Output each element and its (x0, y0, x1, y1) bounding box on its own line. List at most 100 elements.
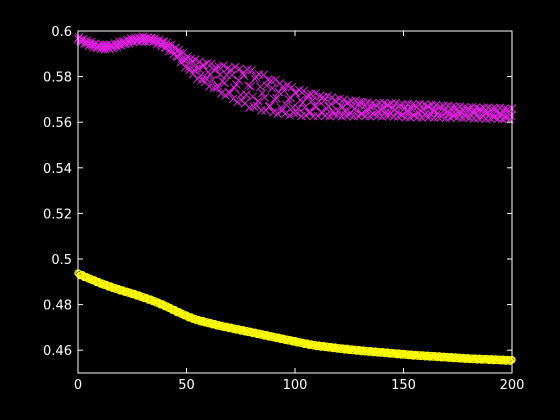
data-point (216, 88, 226, 98)
x-axis: 0 50 100 150 200 (74, 31, 525, 393)
y-tick-label: 0.56 (43, 116, 72, 131)
y-tick-label: 0.5 (51, 253, 72, 268)
y-tick-label: 0.52 (43, 207, 72, 222)
data-point (265, 101, 275, 111)
y-tick-label: 0.46 (43, 344, 72, 359)
data-point (87, 275, 95, 283)
data-point (235, 64, 245, 74)
data-point (210, 65, 220, 75)
data-point (246, 82, 255, 91)
data-point (356, 109, 366, 119)
y-tick-label: 0.6 (51, 25, 72, 40)
data-point (503, 355, 512, 364)
data-point (174, 45, 184, 55)
data-point (258, 88, 267, 98)
data-point (459, 353, 467, 362)
data-point (75, 270, 83, 278)
data-point (458, 106, 468, 115)
data-point (283, 80, 292, 90)
data-point (248, 92, 258, 102)
data-point (113, 285, 121, 294)
data-point (260, 93, 269, 102)
data-point (341, 111, 351, 120)
data-point (338, 102, 348, 112)
data-point (309, 111, 318, 121)
data-point (402, 107, 412, 116)
data-point (152, 39, 162, 49)
data-point (191, 64, 201, 73)
data-point (300, 103, 310, 112)
data-point (127, 289, 135, 297)
data-point (232, 80, 241, 89)
series-o-markers (74, 269, 516, 365)
data-point (367, 99, 377, 108)
data-point (181, 62, 190, 72)
data-point (407, 100, 417, 110)
data-point (488, 104, 497, 114)
x-tick-label: 0 (74, 378, 82, 393)
data-point (219, 61, 228, 71)
data-point (432, 109, 442, 118)
data-point (290, 88, 300, 98)
data-point (271, 75, 280, 85)
data-point (379, 348, 387, 356)
data-point (433, 112, 443, 122)
data-point (225, 88, 235, 98)
data-point (354, 100, 364, 110)
data-point (241, 90, 251, 100)
data-point (499, 355, 508, 363)
data-point (211, 63, 221, 72)
x-tick-label: 150 (391, 378, 416, 393)
data-point (190, 55, 200, 64)
data-point (272, 94, 281, 103)
data-point (447, 352, 455, 361)
data-point (230, 62, 240, 72)
data-point (393, 112, 403, 121)
data-point (367, 346, 375, 355)
data-point (500, 104, 509, 114)
y-axis: 0.46 0.48 0.5 0.52 0.54 0.56 0.58 0.6 (43, 25, 512, 359)
data-point (184, 63, 194, 72)
data-point (287, 83, 297, 92)
data-point (427, 100, 437, 110)
data-point (113, 40, 123, 49)
data-point (361, 111, 370, 121)
data-point (502, 113, 511, 123)
data-point (274, 87, 284, 97)
data-point (462, 112, 471, 122)
data-point (376, 104, 386, 114)
data-point (198, 60, 208, 70)
data-point (270, 94, 279, 104)
data-point (220, 78, 229, 88)
data-point (276, 103, 286, 112)
data-point (407, 350, 415, 358)
data-point (111, 283, 119, 292)
data-point (475, 354, 484, 362)
data-point (419, 351, 427, 359)
data-point (273, 109, 282, 118)
data-point (253, 96, 263, 106)
data-point (302, 93, 312, 102)
data-point (164, 46, 174, 56)
data-point (151, 297, 159, 305)
data-point (135, 291, 143, 299)
data-point (436, 102, 445, 112)
data-point (179, 310, 187, 318)
data-point (249, 102, 259, 111)
data-point (305, 107, 315, 116)
data-point (369, 110, 379, 120)
data-point (506, 111, 516, 121)
data-point (162, 38, 172, 48)
data-point (281, 100, 291, 110)
x-tick-label: 200 (500, 378, 525, 393)
data-point (467, 102, 477, 112)
data-point (87, 40, 97, 50)
y-tick-label: 0.58 (43, 71, 72, 86)
data-point (226, 65, 236, 74)
data-point (311, 89, 320, 98)
data-point (223, 64, 233, 73)
data-point (263, 75, 273, 85)
data-point (428, 105, 438, 115)
data-point (257, 105, 266, 115)
